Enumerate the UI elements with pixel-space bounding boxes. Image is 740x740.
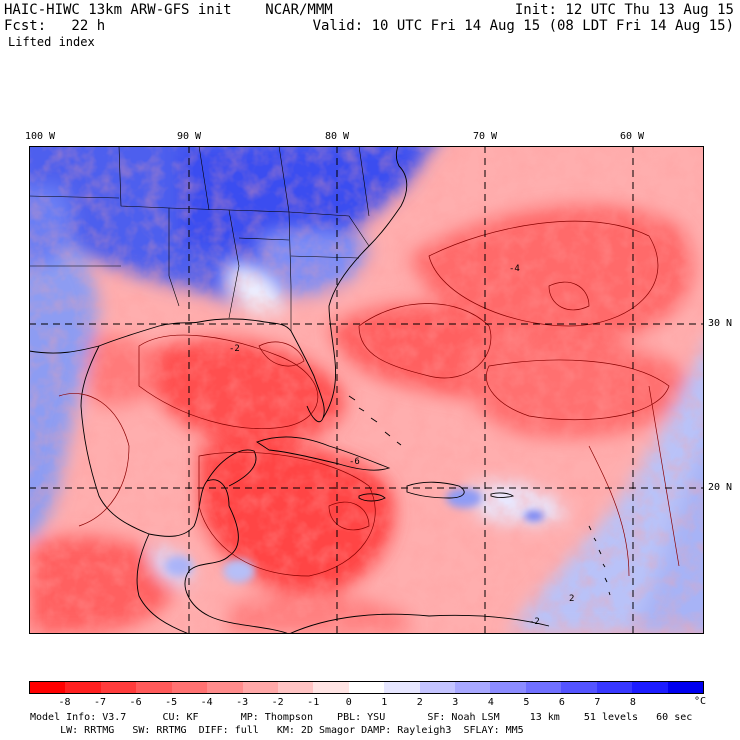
lon-label-100w: 100 W: [24, 131, 56, 142]
contour-label: -2: [229, 344, 240, 354]
colorbar-segment: [171, 682, 208, 693]
colorbar-tick-label: 7: [594, 697, 601, 708]
colorbar-tick-label: -1: [307, 697, 320, 708]
lon-label-70w: 70 W: [472, 131, 498, 142]
lon-label-60w: 60 W: [619, 131, 645, 142]
forecast-hour: Fcst: 22 h: [4, 18, 106, 34]
model-info-line2: LW: RRTMG SW: RRTMG DIFF: full KM: 2D Sm…: [30, 725, 524, 736]
colorbar-segment: [100, 682, 137, 693]
colorbar-segment: [30, 682, 66, 693]
map-canvas: -2 -4 -6 -2 2: [29, 146, 704, 634]
lifted-index-map: -2 -4 -6 -2 2: [29, 146, 704, 634]
colorbar-segment: [490, 682, 526, 693]
lon-label-90w: 90 W: [176, 131, 202, 142]
valid-time: Valid: 10 UTC Fri 14 Aug 15 (08 LDT Fri …: [312, 18, 734, 34]
colorbar-segment: [348, 682, 385, 693]
field-name: Lifted index: [8, 35, 95, 49]
colorbar-tick-label: -5: [165, 697, 178, 708]
colorbar-tick-label: 4: [487, 697, 494, 708]
colorbar-segment: [65, 682, 101, 693]
colorbar-tick-label: 3: [452, 697, 459, 708]
model-info-line1: Model Info: V3.7 CU: KF MP: Thompson PBL…: [30, 712, 693, 723]
colorbar-unit: °C: [694, 696, 707, 707]
contour-labels: -2 -4 -6 -2 2: [229, 264, 574, 627]
coastlines: [29, 146, 611, 634]
contour-label: 2: [569, 594, 574, 604]
colorbar-tick-label: -4: [200, 697, 213, 708]
colorbar-segment: [207, 682, 243, 693]
colorbar-tick-label: -6: [129, 697, 142, 708]
contour-label: -6: [349, 457, 360, 467]
colorbar-segment: [667, 682, 704, 693]
colorbar-segment: [525, 682, 562, 693]
colorbar-segment: [242, 682, 278, 693]
contour-label: -4: [509, 264, 520, 274]
init-time: Init: 12 UTC Thu 13 Aug 15: [514, 2, 734, 18]
contours: [58, 220, 680, 577]
colorbar-tick-label: -2: [271, 697, 284, 708]
colorbar: [29, 681, 704, 694]
colorbar-segment: [277, 682, 314, 693]
colorbar-tick-label: -3: [236, 697, 249, 708]
colorbar-segment: [632, 682, 668, 693]
blue-spots: [165, 488, 544, 583]
colorbar-tick-label: 6: [558, 697, 565, 708]
colorbar-segment: [561, 682, 597, 693]
colorbar-segment: [596, 682, 633, 693]
colorbar-segment: [419, 682, 456, 693]
contour-label: -2: [529, 617, 540, 627]
lat-label-20n: 20 N: [708, 482, 733, 493]
colorbar-segment: [313, 682, 349, 693]
colorbar-segment: [136, 682, 172, 693]
colorbar-tick-label: 1: [381, 697, 388, 708]
colorbar-tick-label: -7: [94, 697, 107, 708]
field-texture: [29, 146, 704, 634]
lon-label-80w: 80 W: [324, 131, 350, 142]
colorbar-tick-label: 0: [345, 697, 352, 708]
colorbar-tick-label: -8: [58, 697, 71, 708]
colorbar-tick-label: 8: [629, 697, 636, 708]
latlon-grid: [29, 146, 704, 634]
lat-label-30n: 30 N: [708, 318, 733, 329]
colorbar-segment: [455, 682, 491, 693]
colorbar-tick-label: 2: [416, 697, 423, 708]
colorbar-segment: [384, 682, 420, 693]
state-borders: [29, 146, 370, 331]
map-frame: [29, 146, 704, 634]
colorbar-tick-label: 5: [523, 697, 530, 708]
model-title: HAIC-HIWC 13km ARW-GFS init NCAR/MMM: [4, 2, 333, 18]
